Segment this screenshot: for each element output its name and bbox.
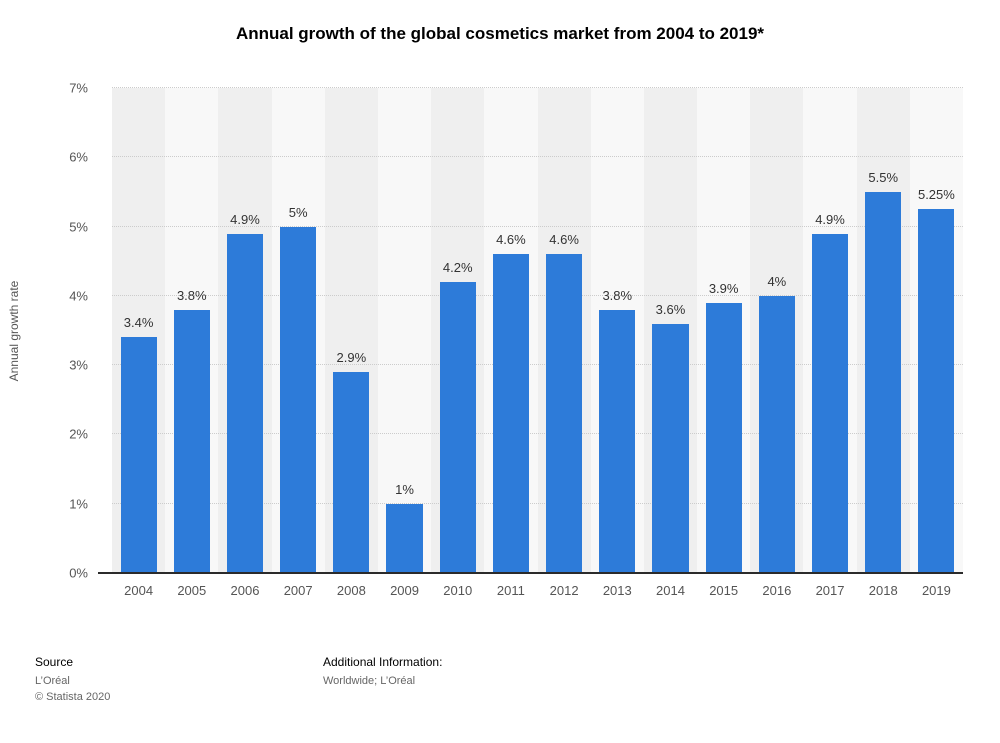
x-tick-label: 2016 [762,583,792,598]
bar-value-label: 5.5% [868,169,899,185]
copyright: © Statista 2020 [35,691,111,703]
bar-value-label: 4% [767,273,787,289]
y-tick-label: 2% [69,426,88,442]
gridline [112,156,963,158]
x-tick-label: 2011 [496,583,525,598]
bar-cell: 3.4% [112,88,165,573]
gridline [112,87,963,88]
bar-cell: 3.9% [697,88,750,573]
bar-value-label: 5.25% [917,187,955,203]
bar-cell: 3.6% [644,88,697,573]
bar-cell: 5% [272,88,325,573]
x-tick-label: 2005 [177,583,207,598]
plot-area: 3.4% 3.8% 4.9% 5% 2.9% 1% 4.2% 4.6% 4.6% 3.8% 3.6%… [98,87,963,574]
bar [120,337,157,573]
bar [546,254,583,573]
bar [173,309,210,573]
bar-cell: 4.9% [218,88,271,573]
x-tick-label: 2018 [868,583,898,598]
bar [280,226,317,573]
bar-cell: 4.6% [484,88,537,573]
x-tick-label: 2004 [124,583,154,598]
bar-value-label: 4.9% [230,211,260,227]
bar-value-label: 3.8% [176,287,207,303]
source-value: L’Oréal [35,675,70,687]
bar-cell: 4.9% [803,88,856,573]
y-tick-label: 7% [69,80,88,96]
category-band [377,88,432,573]
y-axis-title: Annual growth rate [7,280,21,381]
bar-cell: 1% [378,88,431,573]
footer-source-block: Source L’Oréal © Statista 2020 [35,655,110,707]
x-tick-label: 2013 [602,583,632,598]
bar-cell: 4% [750,88,803,573]
bar [811,233,849,573]
x-tick-label: 2019 [921,583,951,598]
footer-additional-block: Additional Information: Worldwide; L’Oré… [323,655,442,691]
bar [652,323,689,573]
bar-cell: 4.6% [538,88,591,573]
bar-cell: 5.25% [910,88,963,573]
gridline [112,225,963,227]
plot-outer: Annual growth rate 0% 1% 2% 3% 4% 5% 6% 7% 3.4%… [7,81,963,581]
gridline [112,502,963,504]
y-axis: 0% 1% 2% 3% 4% 5% 6% 7% [40,81,100,581]
bar-value-label: 1% [395,481,414,497]
x-axis-labels: 2004 2005 2006 2007 2008 2009 2010 2011 2012 2013… [112,583,963,598]
bar [226,233,264,573]
bar [386,503,423,573]
bar-value-label: 2.9% [336,350,367,366]
bar-cell: 5.5% [857,88,910,573]
source-label: Source [35,655,74,669]
bar-value-label: 4.6% [549,232,579,248]
gridline [112,294,963,296]
bar-value-label: 3.9% [708,280,739,296]
bar-cell: 2.9% [325,88,378,573]
x-tick-label: 2014 [656,583,685,598]
bar [439,282,476,573]
bar-value-label: 3.4% [123,315,154,331]
additional-info-label: Additional Information: [323,655,443,669]
bar-value-label: 3.6% [655,301,686,317]
bar-value-label: 4.6% [496,232,526,248]
bar [599,309,636,573]
bar [865,191,902,573]
x-tick-label: 2017 [815,583,845,598]
x-tick-label: 2007 [283,583,313,598]
bar-cell: 3.8% [165,88,218,573]
bar-cell: 4.2% [431,88,484,573]
bar-value-label: 4.2% [442,260,473,275]
bar [333,372,370,573]
bar-value-label: 5% [288,204,308,220]
x-tick-label: 2010 [443,583,473,598]
x-tick-label: 2012 [549,583,579,598]
bar [918,209,955,573]
y-tick-label: 0% [69,565,88,581]
y-tick-label: 6% [69,149,88,165]
y-tick-label: 3% [69,357,88,373]
bar [492,254,529,573]
bar-value-label: 4.9% [815,211,845,227]
bars-layer: 3.4% 3.8% 4.9% 5% 2.9% 1% 4.2% 4.6% 4.6% 3.8% 3.6%… [112,88,963,573]
bar [758,295,795,573]
x-axis-baseline [98,572,963,574]
x-tick-label: 2008 [336,583,366,598]
y-tick-label: 1% [69,496,88,512]
y-tick-label: 4% [69,288,88,304]
additional-info-value: Worldwide; L’Oréal [323,675,416,687]
bar-cell: 3.8% [591,88,644,573]
footer: Source L’Oréal © Statista 2020 Additiona… [0,655,1000,715]
y-tick-label: 5% [69,219,88,235]
bar [705,302,742,573]
x-tick-label: 2015 [709,583,739,598]
x-tick-label: 2006 [230,583,260,598]
chart-title: Annual growth of the global cosmetics ma… [235,24,765,43]
bar-value-label: 3.8% [602,287,633,303]
gridline [112,433,963,435]
gridline [112,364,963,366]
x-tick-label: 2009 [390,583,419,598]
